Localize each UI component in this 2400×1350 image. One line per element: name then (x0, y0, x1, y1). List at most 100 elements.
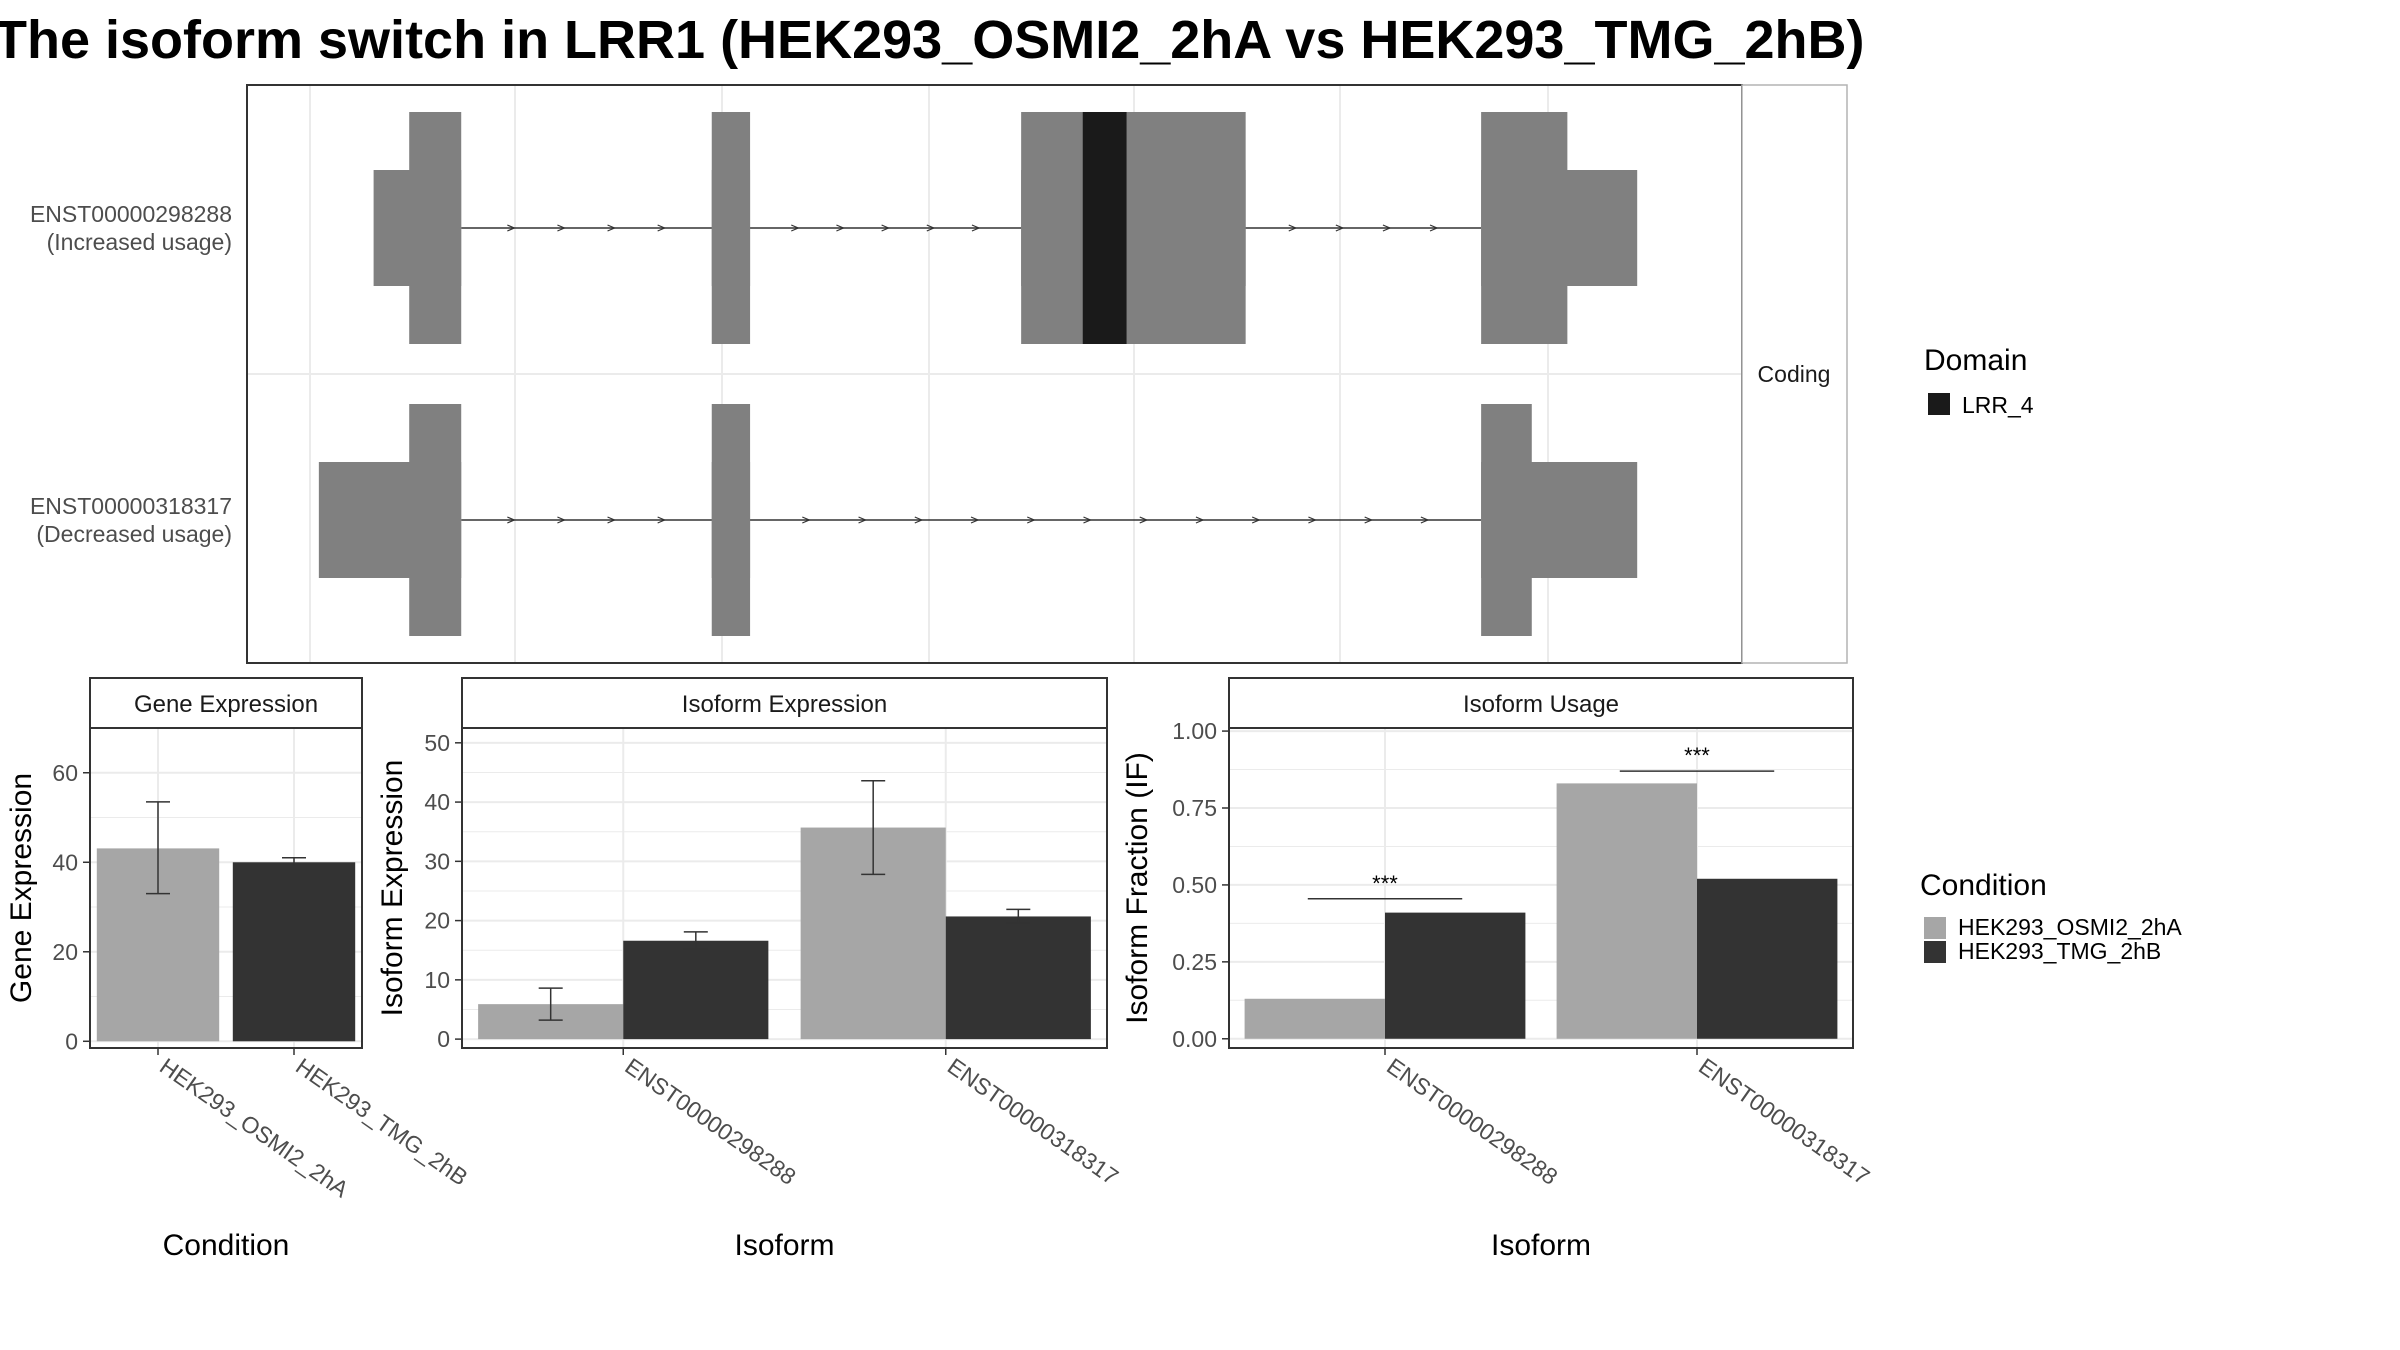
y-tick-label: 20 (52, 939, 78, 965)
y-tick-label: 20 (424, 908, 450, 934)
y-tick-label: 0 (65, 1028, 78, 1054)
intron-arrow (858, 516, 868, 524)
y-tick-label: 40 (424, 789, 450, 815)
intron-arrow (881, 224, 891, 232)
y-tick-label: 40 (52, 849, 78, 875)
domain-legend-label: LRR_4 (1962, 392, 2034, 418)
x-axis-title: Isoform (1491, 1229, 1591, 1262)
coding-exon (1021, 112, 1246, 344)
intron-arrow (1195, 516, 1205, 524)
y-tick-label: 50 (424, 730, 450, 756)
facet-label: Coding (1758, 361, 1831, 387)
transcript-label: ENST00000318317 (30, 493, 232, 519)
x-tick-label: ENST00000298288 (620, 1053, 800, 1190)
intron-arrow (970, 516, 980, 524)
intron-arrow (836, 224, 845, 232)
intron-arrow (802, 516, 811, 524)
intron-arrow (657, 516, 667, 524)
intron-arrow (607, 516, 617, 524)
intron-arrow (1364, 516, 1374, 524)
coding-exon (409, 404, 462, 636)
intron-arrow (557, 224, 566, 232)
domain-legend-title: Domain (1924, 344, 2027, 377)
legends: Domain LRR_4 Condition HEK293_OSMI2_2hAHEK2… (1920, 344, 2182, 964)
facet-strip (1741, 84, 1848, 664)
bar (945, 916, 1091, 1040)
y-axis-title: Isoform Fraction (IF) (1121, 752, 1154, 1024)
transcript-label: ENST00000298288 (30, 201, 232, 227)
isoform-usage-panel: Isoform Usage *** *** 0.00 0.25 0.50 0.75 1.00 E… (1121, 677, 1875, 1262)
intron-arrow (791, 224, 800, 232)
y-tick-label: 10 (424, 967, 450, 993)
x-axis-title: Isoform (734, 1229, 834, 1262)
intron-arrow (607, 224, 617, 232)
strip-title: Isoform Expression (682, 691, 887, 718)
domain-lrr4 (1082, 112, 1127, 344)
condition-legend-label: HEK293_OSMI2_2hA (1958, 914, 2182, 940)
condition-legend-label: HEK293_TMG_2hB (1958, 938, 2161, 964)
bar (623, 940, 769, 1040)
intron-arrow (1027, 516, 1036, 524)
x-axis-title: Condition (163, 1229, 290, 1262)
y-tick-label: 0.50 (1172, 872, 1217, 898)
bar (232, 862, 356, 1042)
intron-arrow (926, 224, 936, 232)
condition-legend-key (1924, 917, 1946, 939)
y-tick-label: 30 (424, 848, 450, 874)
strip-title: Gene Expression (134, 691, 318, 718)
significance-label: *** (1372, 871, 1398, 896)
condition-legend-key (1924, 941, 1946, 963)
gene-structure-panel: ENST00000298288(Increased usage) ENST0000… (30, 84, 1848, 664)
strip (461, 677, 1108, 729)
domain-legend-key (1928, 393, 1950, 415)
y-tick-label: 0.25 (1172, 949, 1217, 975)
coding-exon (409, 112, 462, 344)
strip (89, 677, 363, 729)
intron-arrow (1288, 224, 1298, 232)
intron-arrow (1335, 224, 1345, 232)
y-axis-title: Isoform Expression (376, 760, 409, 1017)
bar (1385, 912, 1526, 1039)
intron-arrow (1308, 516, 1317, 524)
coding-exon (1481, 404, 1532, 636)
intron-arrow (1420, 516, 1430, 524)
intron-arrow (657, 224, 667, 232)
isoform-expression-panel: Isoform Expression 0 10 20 30 40 50 ENST0000029… (376, 677, 1123, 1262)
coding-exon (711, 112, 751, 344)
y-tick-label: 0.75 (1172, 795, 1217, 821)
coding-exon (1481, 112, 1568, 344)
transcript-usage-label: (Increased usage) (47, 229, 232, 255)
intron-arrow (1251, 516, 1261, 524)
intron-arrow (1382, 224, 1392, 232)
intron-arrow (507, 224, 516, 232)
intron-arrow (1429, 224, 1439, 232)
bar (1244, 998, 1385, 1039)
x-tick-label: ENST00000318317 (1694, 1053, 1874, 1190)
transcript-usage-label: (Decreased usage) (36, 521, 232, 547)
intron-arrow (1139, 516, 1149, 524)
intron-arrow (914, 516, 924, 524)
intron-arrow (507, 516, 516, 524)
panel-border (461, 727, 1108, 1049)
coding-exon (711, 404, 751, 636)
x-tick-label: ENST00000318317 (943, 1053, 1123, 1190)
significance-label: *** (1684, 743, 1710, 768)
panel-border (1228, 727, 1854, 1049)
intron-arrow (1083, 516, 1093, 524)
y-tick-label: 1.00 (1172, 718, 1217, 744)
intron-arrow (971, 224, 981, 232)
condition-legend-title: Condition (1920, 869, 2047, 902)
y-tick-label: 0.00 (1172, 1026, 1217, 1052)
figure-title: The isoform switch in LRR1 (HEK293_OSMI2… (0, 10, 1865, 70)
strip-title: Isoform Usage (1463, 691, 1619, 718)
y-axis-title: Gene Expression (5, 773, 38, 1003)
strip (1228, 677, 1854, 729)
intron-arrow (557, 516, 566, 524)
bar (1556, 783, 1697, 1039)
y-tick-label: 0 (437, 1026, 450, 1052)
y-tick-label: 60 (52, 760, 78, 786)
panel-border (89, 727, 363, 1049)
x-tick-label: ENST00000298288 (1382, 1053, 1562, 1190)
bar (1697, 878, 1838, 1039)
